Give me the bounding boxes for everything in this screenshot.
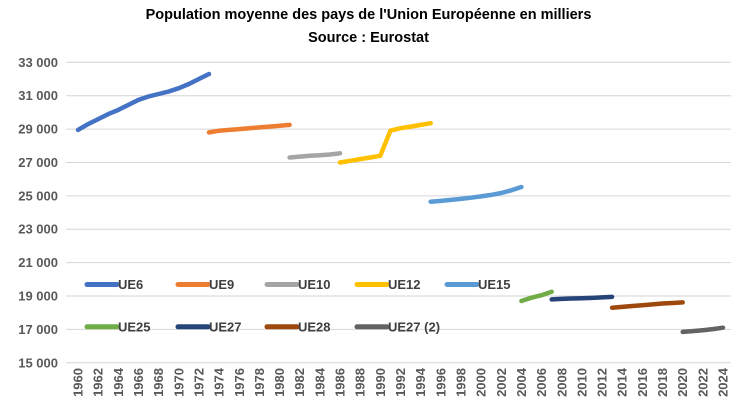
legend-label-ue27-2: UE27 (2) [388, 319, 440, 334]
y-tick-label: 27 000 [18, 155, 58, 170]
x-tick-label: 1982 [292, 368, 307, 397]
x-tick-label: 2018 [655, 368, 670, 397]
x-tick-label: 1994 [413, 367, 428, 397]
legend-label-ue9: UE9 [209, 277, 234, 292]
legend-label-ue12: UE12 [388, 277, 421, 292]
x-tick-label: 2022 [695, 368, 710, 397]
x-tick-label: 1972 [191, 368, 206, 397]
x-tick-label: 2010 [574, 368, 589, 397]
y-tick-label: 21 000 [18, 255, 58, 270]
y-tick-label: 19 000 [18, 289, 58, 304]
series-line-ue6 [75, 71, 212, 133]
x-tick-label: 2008 [554, 368, 569, 397]
y-tick-label: 31 000 [18, 88, 58, 103]
x-tick-label: 2016 [635, 368, 650, 397]
x-tick-label: 1960 [71, 368, 86, 397]
chart-title-line2: Source : Eurostat [308, 30, 429, 46]
x-tick-label: 2012 [595, 368, 610, 397]
legend-label-ue25: UE25 [118, 319, 151, 334]
x-tick-label: 1990 [373, 368, 388, 397]
series-line-ue27-2 [680, 325, 726, 335]
series-line-ue25 [519, 289, 554, 304]
series-line-ue10 [287, 151, 343, 160]
y-tick-label: 29 000 [18, 122, 58, 137]
series-line-ue9 [206, 122, 292, 135]
y-tick-label: 25 000 [18, 188, 58, 203]
x-tick-label: 1978 [252, 368, 267, 397]
y-tick-label: 17 000 [18, 322, 58, 337]
x-tick-label: 1988 [353, 368, 368, 397]
x-tick-label: 2024 [716, 367, 731, 397]
x-tick-label: 1970 [171, 368, 186, 397]
legend-label-ue6: UE6 [118, 277, 143, 292]
x-tick-label: 1962 [91, 368, 106, 397]
x-tick-label: 2020 [675, 368, 690, 397]
x-tick-label: 1984 [312, 367, 327, 397]
y-tick-label: 33 000 [18, 55, 58, 70]
x-tick-label: 2000 [474, 368, 489, 397]
series-line-ue12 [337, 120, 433, 165]
x-tick-label: 1968 [151, 368, 166, 397]
legend-label-ue15: UE15 [478, 277, 511, 292]
chart-title-line1: Population moyenne des pays de l'Union E… [145, 7, 592, 23]
legend-label-ue10: UE10 [298, 277, 331, 292]
x-tick-label: 2002 [494, 368, 509, 397]
x-tick-label: 1964 [111, 367, 126, 397]
series-line-ue27 [549, 294, 615, 302]
series-line-ue15 [428, 184, 524, 204]
x-tick-label: 2014 [615, 367, 630, 397]
x-tick-label: 1966 [131, 368, 146, 397]
chart-title: Population moyenne des pays de l'Union E… [0, 4, 737, 50]
x-tick-label: 1998 [454, 368, 469, 397]
series-line-ue28 [609, 300, 685, 310]
x-tick-label: 1986 [333, 368, 348, 397]
x-tick-label: 1976 [232, 368, 247, 397]
x-tick-label: 1974 [212, 367, 227, 397]
legend-label-ue27: UE27 [209, 319, 242, 334]
x-tick-label: 2004 [514, 367, 529, 397]
legend-label-ue28: UE28 [298, 319, 331, 334]
x-tick-label: 1992 [393, 368, 408, 397]
x-tick-label: 1980 [272, 368, 287, 397]
y-tick-label: 15 000 [18, 355, 58, 370]
x-tick-label: 2006 [534, 368, 549, 397]
y-tick-label: 23 000 [18, 222, 58, 237]
x-tick-label: 1996 [433, 368, 448, 397]
